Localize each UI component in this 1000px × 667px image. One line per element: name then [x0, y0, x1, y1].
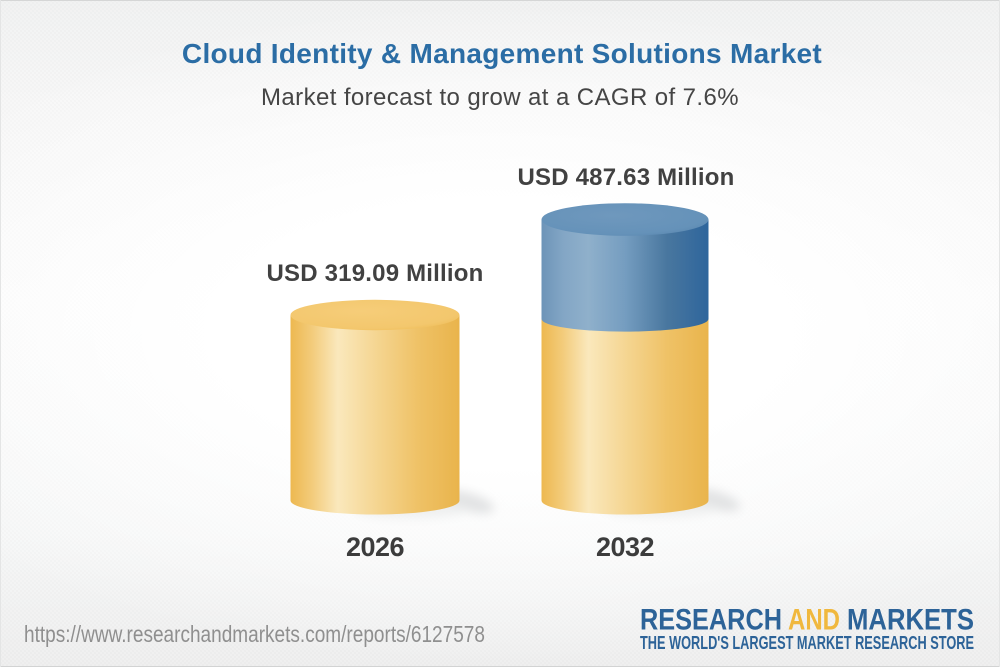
svg-text:MARKETS: MARKETS	[847, 604, 974, 637]
svg-text:AND: AND	[788, 604, 840, 637]
svg-text:THE WORLD'S LARGEST MARKET RES: THE WORLD'S LARGEST MARKET RESEARCH STOR…	[640, 633, 974, 653]
svg-text:RESEARCH: RESEARCH	[640, 604, 782, 637]
